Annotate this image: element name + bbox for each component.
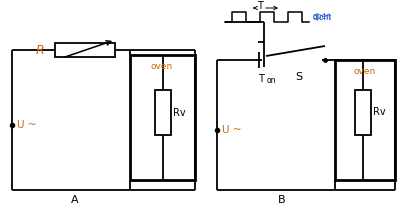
Bar — [130, 55, 195, 180]
Text: U ~: U ~ — [222, 125, 242, 135]
Text: oven: oven — [151, 62, 173, 71]
Text: Rv: Rv — [173, 107, 186, 117]
Text: T: T — [257, 1, 263, 11]
Text: T: T — [258, 74, 264, 84]
Bar — [55, 43, 115, 57]
Text: R: R — [36, 43, 44, 56]
Text: open: open — [313, 12, 332, 21]
Bar — [335, 60, 395, 180]
Text: on: on — [267, 76, 276, 85]
Text: U ~: U ~ — [17, 120, 37, 130]
Text: Rv: Rv — [373, 107, 386, 117]
Bar — [155, 90, 171, 135]
Text: oven: oven — [354, 67, 376, 76]
Text: B: B — [278, 195, 286, 205]
Text: dicht: dicht — [313, 13, 332, 22]
Text: A: A — [71, 195, 79, 205]
Text: S: S — [295, 72, 303, 82]
Bar — [355, 90, 371, 135]
